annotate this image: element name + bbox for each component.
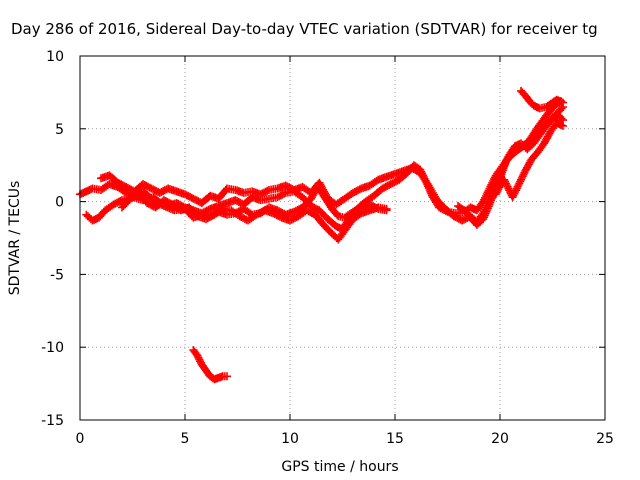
grid <box>80 56 605 420</box>
data-point <box>317 182 326 191</box>
data-point <box>116 197 125 205</box>
data-point <box>559 121 567 130</box>
plot-frame <box>79 55 606 421</box>
y-tick-label: 10 <box>46 49 64 65</box>
data-point <box>196 357 205 366</box>
data-points <box>76 86 567 384</box>
x-tick-label: 5 <box>181 431 190 447</box>
data-point <box>320 187 329 196</box>
x-axis-label: GPS time / hours <box>281 459 398 475</box>
axis-ticks: 0 5 10 15 20 25 -15 -10 -5 0 5 10 <box>41 49 614 447</box>
data-point <box>223 372 231 381</box>
data-point <box>382 204 391 213</box>
x-tick-label: 15 <box>386 431 404 447</box>
data-point <box>505 186 514 195</box>
data-point <box>515 179 524 188</box>
data-point <box>194 353 203 362</box>
data-point <box>517 174 526 182</box>
data-point <box>519 170 528 179</box>
data-point <box>508 193 517 202</box>
y-tick-label: 0 <box>55 195 64 211</box>
y-tick-label: -5 <box>50 267 64 283</box>
y-tick-label: -10 <box>41 340 64 356</box>
data-point <box>499 161 508 170</box>
data-point <box>492 188 501 197</box>
data-point <box>501 177 509 186</box>
data-point <box>491 190 500 199</box>
x-tick-label: 25 <box>596 431 614 447</box>
data-point <box>494 185 503 194</box>
data-point <box>480 211 489 220</box>
x-tick-label: 20 <box>491 431 509 447</box>
data-point <box>502 181 511 189</box>
x-tick-label: 10 <box>281 431 299 447</box>
data-point <box>509 191 518 200</box>
data-point <box>504 184 513 193</box>
y-axis-label: SDTVAR / TECUs <box>7 181 23 296</box>
chart-title: Day 286 of 2016, Sidereal Day-to-day VTE… <box>11 20 598 38</box>
y-tick-label: 5 <box>55 122 64 138</box>
data-point <box>511 188 520 196</box>
x-tick-label: 0 <box>76 431 85 447</box>
data-point <box>559 98 567 107</box>
y-tick-label: -15 <box>41 413 64 429</box>
